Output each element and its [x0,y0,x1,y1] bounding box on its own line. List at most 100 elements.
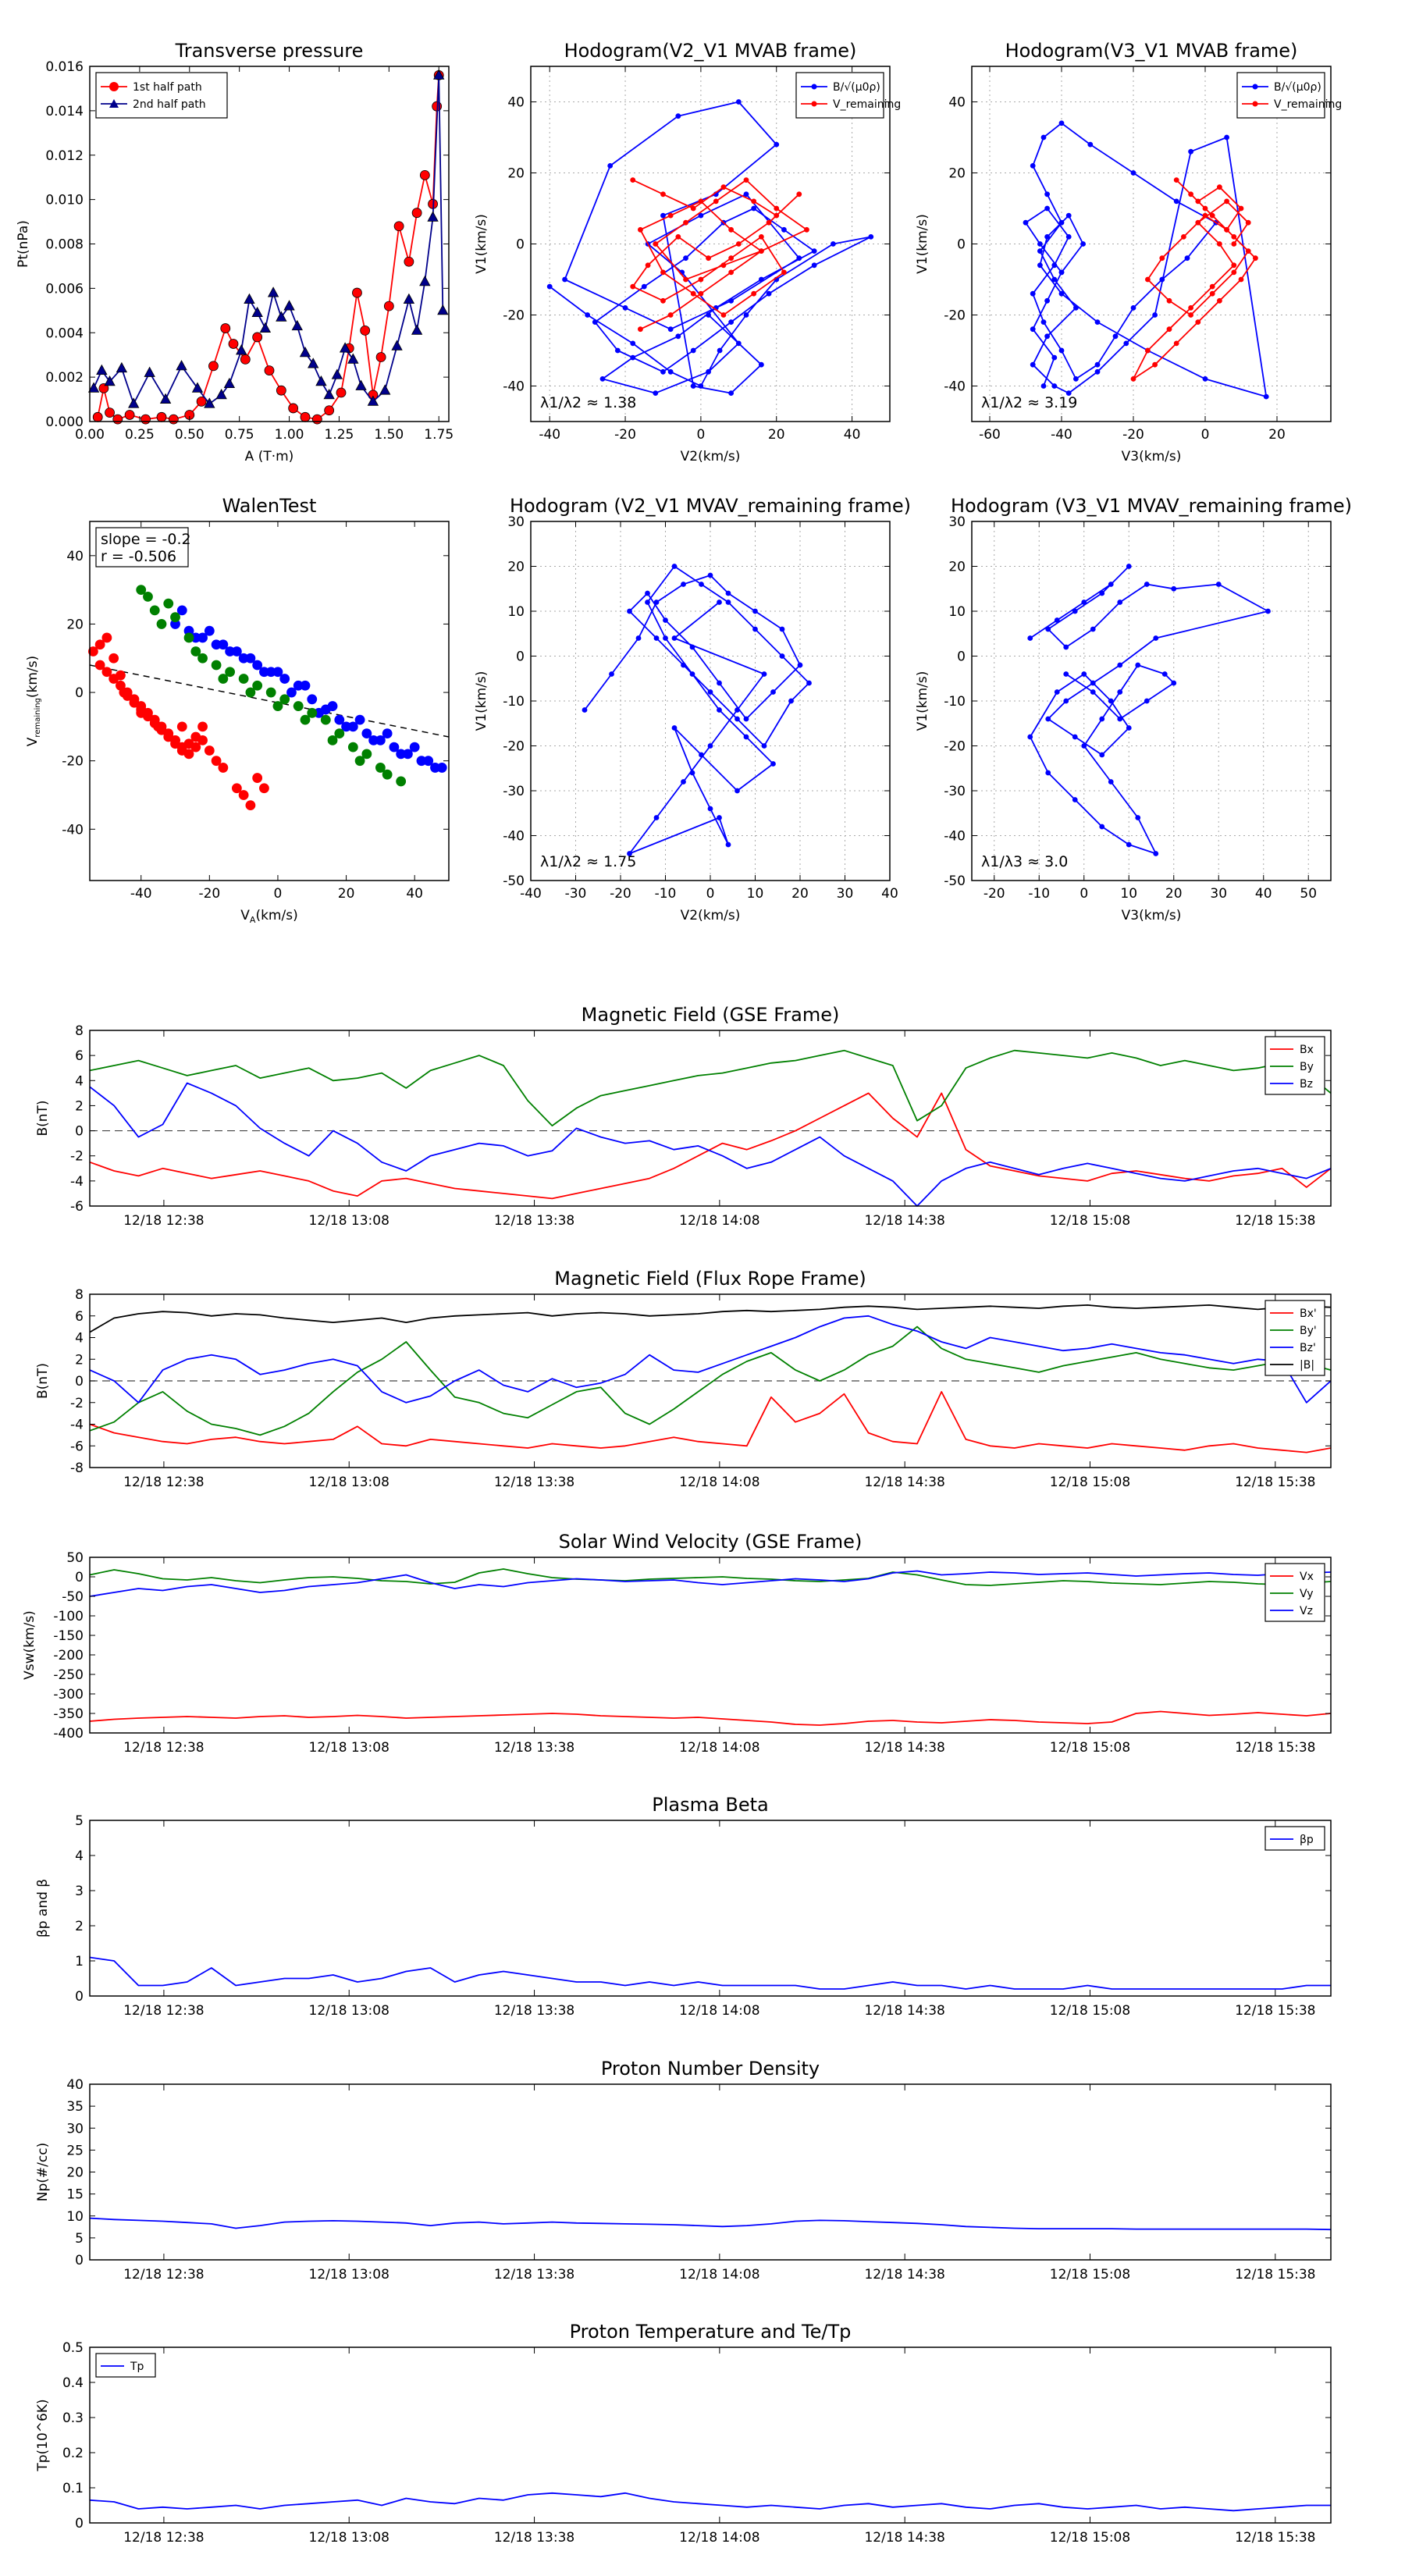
chart-title: Magnetic Field (Flux Rope Frame) [554,1268,866,1290]
data-point [675,233,681,240]
data-point [806,680,812,686]
y-tick-label: -30 [944,784,966,799]
y-tick-label: 20 [948,560,966,575]
data-point [667,212,674,219]
data-point [307,707,318,718]
x-tick-label: 12/18 15:38 [1235,1213,1315,1229]
x-tick-label: -10 [655,886,677,902]
y-tick-label: 0 [75,1989,84,2005]
y-tick-label: 0 [75,685,84,701]
data-point [663,635,668,641]
x-tick-label: 0.75 [225,427,254,443]
y-tick-label: 4 [75,1848,84,1864]
x-tick-label: 10 [1120,886,1137,902]
y-tick-label: -40 [503,829,525,845]
data-point [279,694,290,705]
chart-h1: Hodogram(V2_V1 MVAB frame) -40 -20 0 20 40 -40… [474,40,901,464]
data-point [728,269,735,276]
data-point [220,323,231,333]
legend-marker [1252,84,1258,90]
legend-marker [1252,101,1258,107]
data-point [1037,241,1043,247]
chart-title: Solar Wind Velocity (GSE Frame) [559,1531,863,1553]
x-tick-label: 0 [696,427,705,443]
x-tick-label: 0 [1080,886,1088,902]
series-line [89,1391,1332,1453]
data-point [1044,333,1050,340]
y-axis-label: V1(km/s) [915,214,930,274]
y-tick-label: 8 [75,1287,84,1303]
data-point [1073,304,1079,311]
plot-frame [89,521,450,881]
data-point [272,667,283,678]
chart-title: Plasma Beta [652,1794,768,1816]
y-tick-label: -50 [944,873,966,889]
y-axis-label: B(nT) [35,1363,51,1399]
x-tick-label: 12/18 13:38 [494,1475,574,1490]
data-point [245,653,256,664]
data-point [743,734,749,740]
data-point [170,735,180,745]
data-point [720,184,727,190]
data-point [218,674,229,684]
data-point [215,389,227,400]
y-tick-label: 20 [66,617,84,632]
data-point [1117,716,1123,722]
y-tick-label: 40 [66,2077,84,2093]
data-point [1040,383,1047,389]
legend-box [1264,1563,1325,1622]
data-point [1209,283,1215,290]
x-tick-label: 12/18 14:38 [864,1213,944,1229]
data-point [630,177,636,183]
plot-frame [89,1030,1332,1207]
x-tick-label: 0 [1201,427,1210,443]
x-tick-label: -40 [1051,427,1072,443]
data-point [1108,779,1114,785]
data-point [347,742,358,753]
y-tick-label: 5 [75,2231,84,2247]
data-point [1209,212,1215,219]
x-tick-label: 12/18 14:38 [864,1740,944,1756]
y-tick-label: -8 [70,1461,84,1476]
data-point [391,340,403,350]
data-point [717,680,722,686]
plot-frame [89,2347,1332,2524]
y-tick-label: 30 [507,514,525,530]
x-tick-label: 12/18 14:08 [679,1475,759,1490]
x-tick-label: 12/18 12:38 [123,1740,204,1756]
ratio-annotation: λ1/λ3 ≈ 3.0 [981,853,1068,870]
data-point [264,365,275,375]
x-tick-label: 12/18 13:38 [494,1213,574,1229]
data-point [223,377,236,389]
y-axis-label: Pt(nPa) [16,220,31,268]
data-point [1135,815,1141,820]
data-point [355,379,367,390]
y-tick-label: 10 [66,2209,84,2225]
data-point [713,198,719,205]
data-point [251,306,263,318]
x-tick-label: -20 [1122,427,1144,443]
data-point [725,841,731,848]
data-point [609,671,614,677]
y-tick-label: 20 [66,2165,84,2181]
data-point [546,283,553,290]
x-tick-label: 12/18 14:08 [679,1213,759,1229]
y-tick-label: 0.008 [45,237,84,253]
data-point [699,582,704,587]
ratio-annotation: λ1/λ2 ≈ 3.19 [981,394,1077,411]
x-tick-label: 1.25 [325,427,354,443]
data-point [307,694,318,705]
data-point [630,354,636,361]
data-point [725,590,731,596]
data-point [300,714,311,725]
chart-title: Transverse pressure [175,40,364,62]
series-line [89,1956,1331,1990]
x-tick-label: -20 [610,886,631,902]
y-tick-label: -200 [53,1648,84,1663]
data-point [1130,170,1136,176]
y-tick-label: 0 [75,1124,84,1140]
data-point [1184,255,1190,262]
y-axis-label: B(nT) [35,1100,51,1136]
data-point [1152,361,1158,368]
data-point [1058,120,1065,126]
